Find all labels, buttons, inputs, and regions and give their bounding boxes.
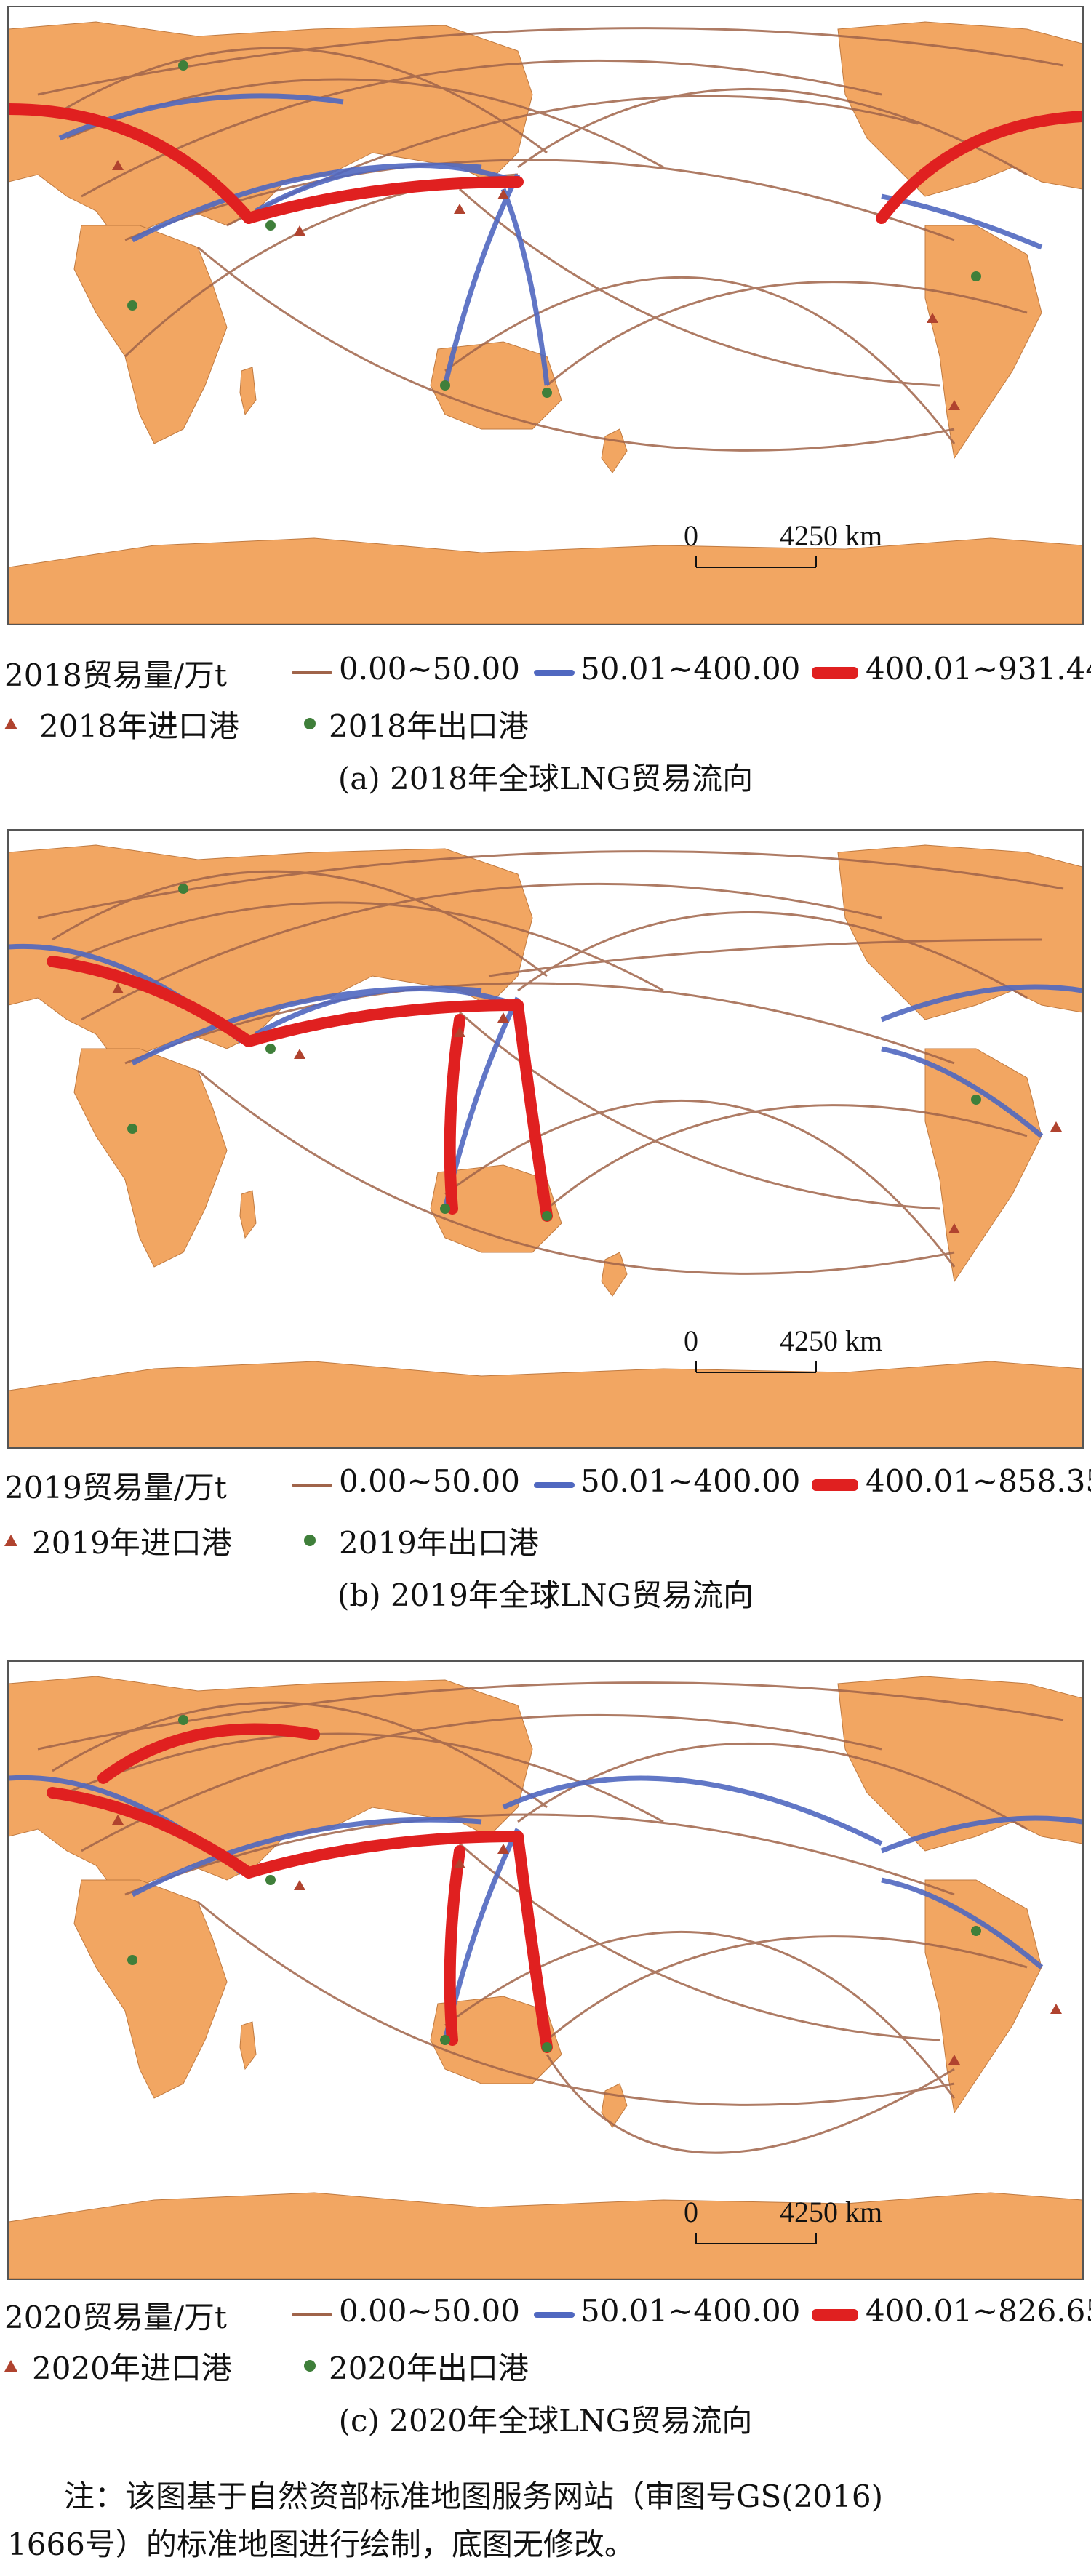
land-australia (430, 1164, 562, 1253)
legend-ports-2018: 2018年进口港 2018年出口港 (4, 702, 732, 745)
legend-2018: 2018贸易量/万t 0.00~50.00 50.01~400.00 400.0… (4, 651, 1091, 695)
export-port-icon (304, 718, 316, 729)
swatch-mid (534, 2312, 575, 2318)
import-port-icon (4, 2360, 17, 2372)
export-port-icon (304, 1535, 316, 1546)
land-south-america (924, 225, 1042, 460)
map-svg-2020: 0 4250 km (9, 1676, 1082, 2279)
import-port-icon (4, 718, 17, 729)
legend-title: 2018贸易量/万t (4, 657, 227, 693)
class-low: 0.00~50.00 (339, 1463, 520, 1499)
flows-high (9, 103, 1082, 224)
land-antarctica (9, 537, 1082, 624)
scale-zero: 0 (684, 519, 698, 552)
ports-import (112, 1815, 1062, 2065)
ports-import (112, 983, 1062, 1233)
scale-distance: 4250 km (780, 2196, 882, 2228)
scale-bar-2019: 0 4250 km (684, 1324, 882, 1373)
ports-export (127, 60, 981, 398)
import-port-icon (4, 1535, 17, 1546)
land-africa (73, 225, 228, 444)
legend-ports-2020: 2020年进口港 2020年出口港 (4, 2344, 732, 2388)
land-africa (73, 1879, 228, 2099)
export-label: 2020年出口港 (329, 2351, 529, 2386)
export-label: 2019年出口港 (339, 1525, 539, 1561)
land-madagascar (239, 367, 257, 416)
land-eurasia (9, 21, 533, 241)
class-low: 0.00~50.00 (339, 651, 520, 687)
land-australia (430, 1996, 562, 2084)
land-madagascar (239, 2021, 257, 2071)
map-2020: 0 4250 km (7, 1660, 1084, 2280)
class-high: 400.01~858.35 (866, 1463, 1091, 1499)
legend-ports-2019: 2019年进口港 2019年出口港 (4, 1519, 732, 1562)
export-label: 2018年出口港 (329, 708, 529, 744)
swatch-high (812, 667, 858, 679)
flows-low (37, 1681, 1064, 2154)
land-nz (601, 2083, 628, 2128)
ports-export (127, 884, 981, 1221)
ports-import (112, 160, 960, 410)
swatch-mid (534, 670, 575, 676)
class-high: 400.01~931.44 (866, 651, 1091, 687)
map-2019: 0 4250 km (7, 829, 1084, 1449)
land-layer (9, 844, 1082, 1447)
scale-bar-2020: 0 4250 km (684, 2196, 882, 2244)
land-south-america (924, 1879, 1042, 2114)
class-high: 400.01~826.65 (866, 2293, 1091, 2329)
legend-2019: 2019贸易量/万t 0.00~50.00 50.01~400.00 400.0… (4, 1463, 1091, 1507)
legend-2020: 2020贸易量/万t 0.00~50.00 50.01~400.00 400.0… (4, 2293, 1091, 2337)
flows-low (37, 27, 1064, 452)
map-svg-2018: 0 4250 km (9, 21, 1082, 624)
ports-export (127, 1715, 981, 2052)
land-south-america (924, 1048, 1042, 1283)
class-mid: 50.01~400.00 (580, 2293, 801, 2329)
note-line-2: 1666号）的标准地图进行绘制，底图无修改。 (7, 2527, 635, 2562)
note-line-1: 注：该图基于自然资部标准地图服务网站（审图号GS(2016) (64, 2479, 883, 2514)
caption-2020: (c) 2020年全球LNG贸易流向 (338, 2403, 753, 2439)
land-nz (601, 428, 628, 473)
land-madagascar (239, 1190, 257, 1239)
scale-distance: 4250 km (780, 1324, 882, 1357)
class-mid: 50.01~400.00 (580, 1463, 801, 1499)
land-antarctica (9, 2192, 1082, 2279)
land-eurasia (9, 844, 533, 1064)
export-port-icon (304, 2360, 316, 2372)
flows-low (37, 850, 1064, 1275)
land-antarctica (9, 1361, 1082, 1447)
map-note: 注：该图基于自然资部标准地图服务网站（审图号GS(2016) 1666号）的标准… (0, 2473, 1091, 2569)
map-2018: 0 4250 km (7, 6, 1084, 625)
land-nz (601, 1252, 628, 1297)
scale-distance: 4250 km (780, 519, 882, 552)
import-label: 2018年进口港 (39, 708, 239, 744)
swatch-high (812, 1479, 858, 1491)
class-low: 0.00~50.00 (339, 2293, 520, 2329)
land-layer (9, 1676, 1082, 2279)
flows-high (47, 956, 553, 1222)
map-svg-2019: 0 4250 km (9, 844, 1082, 1447)
swatch-low (292, 2313, 332, 2316)
class-mid: 50.01~400.00 (580, 651, 801, 687)
swatch-low (292, 1484, 332, 1487)
land-eurasia (9, 1676, 533, 1895)
land-australia (430, 341, 562, 430)
flows-high (47, 1723, 553, 2053)
caption-2019: (b) 2019年全球LNG贸易流向 (337, 1577, 754, 1613)
legend-title: 2020贸易量/万t (4, 2300, 227, 2335)
legend-title: 2019贸易量/万t (4, 1470, 227, 1505)
land-africa (73, 1048, 228, 1268)
caption-2018: (a) 2018年全球LNG贸易流向 (337, 761, 754, 796)
swatch-mid (534, 1482, 575, 1488)
swatch-low (292, 671, 332, 674)
scale-bar-2018: 0 4250 km (684, 519, 882, 568)
scale-zero: 0 (684, 1324, 698, 1357)
import-label: 2019年进口港 (32, 1525, 232, 1561)
import-label: 2020年进口港 (32, 2351, 232, 2386)
scale-zero: 0 (684, 2196, 698, 2228)
swatch-high (812, 2309, 858, 2321)
